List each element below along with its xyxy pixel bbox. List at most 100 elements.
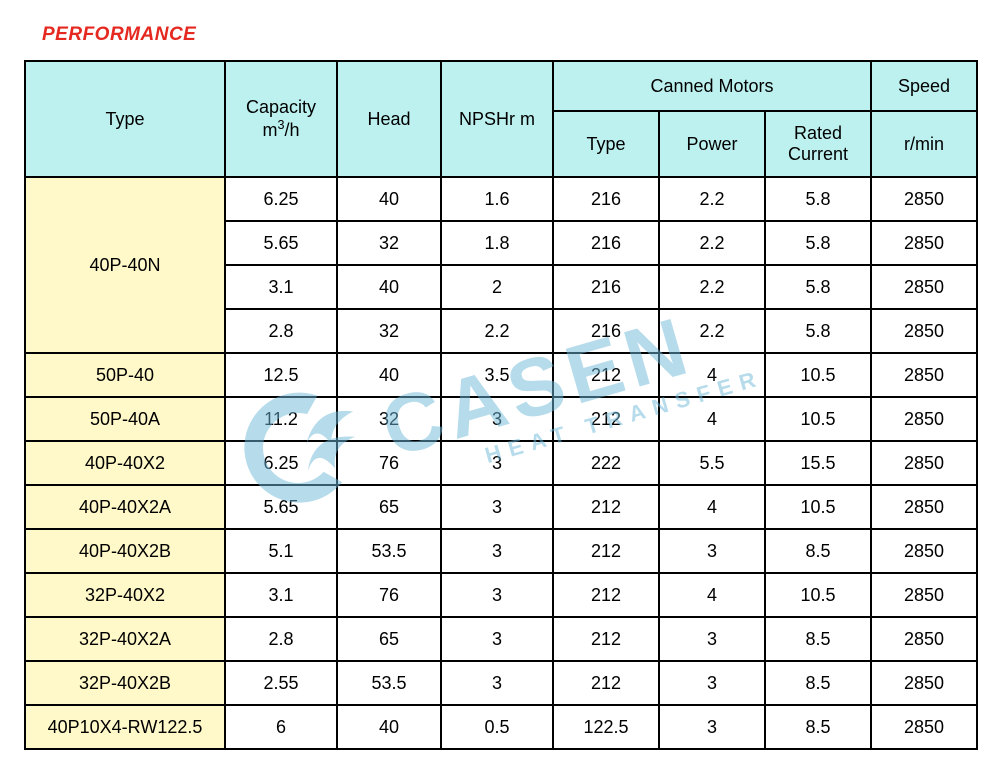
cell-npshr: 3: [441, 397, 553, 441]
cell-npshr: 3: [441, 573, 553, 617]
cell-cap: 2.8: [225, 617, 337, 661]
cell-npshr: 3: [441, 485, 553, 529]
table-row: 40P-40N6.25401.62162.25.82850: [25, 177, 977, 221]
cell-speed: 2850: [871, 441, 977, 485]
cell-power: 3: [659, 661, 765, 705]
cell-power: 5.5: [659, 441, 765, 485]
cell-head: 32: [337, 221, 441, 265]
cell-rated: 10.5: [765, 485, 871, 529]
cell-mtype: 216: [553, 309, 659, 353]
cell-rated: 8.5: [765, 661, 871, 705]
cell-type: 32P-40X2A: [25, 617, 225, 661]
cell-type: 50P-40A: [25, 397, 225, 441]
cell-mtype: 216: [553, 265, 659, 309]
cell-speed: 2850: [871, 705, 977, 749]
cell-rated: 10.5: [765, 353, 871, 397]
cell-power: 2.2: [659, 177, 765, 221]
cell-cap: 5.1: [225, 529, 337, 573]
header-capacity: Capacitym3/h: [225, 61, 337, 177]
cell-head: 76: [337, 441, 441, 485]
cell-type: 40P10X4-RW122.5: [25, 705, 225, 749]
cell-mtype: 216: [553, 221, 659, 265]
cell-cap: 2.55: [225, 661, 337, 705]
cell-type: 32P-40X2: [25, 573, 225, 617]
cell-cap: 11.2: [225, 397, 337, 441]
table-body: 40P-40N6.25401.62162.25.828505.65321.821…: [25, 177, 977, 749]
cell-cap: 5.65: [225, 221, 337, 265]
header-motor-power: Power: [659, 111, 765, 177]
cell-cap: 12.5: [225, 353, 337, 397]
cell-type: 32P-40X2B: [25, 661, 225, 705]
cell-head: 40: [337, 705, 441, 749]
cell-rated: 10.5: [765, 397, 871, 441]
cell-head: 40: [337, 353, 441, 397]
cell-head: 40: [337, 177, 441, 221]
cell-speed: 2850: [871, 177, 977, 221]
cell-speed: 2850: [871, 485, 977, 529]
cell-npshr: 3: [441, 441, 553, 485]
cell-type: 50P-40: [25, 353, 225, 397]
cell-head: 53.5: [337, 529, 441, 573]
cell-power: 3: [659, 529, 765, 573]
cell-head: 76: [337, 573, 441, 617]
header-canned-motors: Canned Motors: [553, 61, 871, 111]
cell-mtype: 212: [553, 573, 659, 617]
cell-type: 40P-40X2B: [25, 529, 225, 573]
cell-npshr: 3.5: [441, 353, 553, 397]
table-row: 32P-40X2A2.865321238.52850: [25, 617, 977, 661]
cell-power: 4: [659, 353, 765, 397]
cell-cap: 6.25: [225, 441, 337, 485]
cell-type: 40P-40N: [25, 177, 225, 353]
table-row: 40P-40X26.257632225.515.52850: [25, 441, 977, 485]
table-row: 50P-4012.5403.5212410.52850: [25, 353, 977, 397]
page-title: PERFORMANCE: [42, 24, 976, 46]
cell-speed: 2850: [871, 397, 977, 441]
cell-head: 40: [337, 265, 441, 309]
performance-table: Type Capacitym3/h Head NPSHr m Canned Mo…: [24, 60, 978, 750]
cell-mtype: 212: [553, 661, 659, 705]
cell-cap: 3.1: [225, 573, 337, 617]
cell-head: 32: [337, 397, 441, 441]
cell-type: 40P-40X2A: [25, 485, 225, 529]
cell-rated: 5.8: [765, 265, 871, 309]
cell-mtype: 122.5: [553, 705, 659, 749]
cell-type: 40P-40X2: [25, 441, 225, 485]
cell-npshr: 0.5: [441, 705, 553, 749]
cell-mtype: 222: [553, 441, 659, 485]
cell-mtype: 212: [553, 353, 659, 397]
cell-speed: 2850: [871, 309, 977, 353]
header-npshr: NPSHr m: [441, 61, 553, 177]
cell-npshr: 3: [441, 617, 553, 661]
cell-mtype: 212: [553, 397, 659, 441]
cell-rated: 5.8: [765, 177, 871, 221]
header-motor-rated: RatedCurrent: [765, 111, 871, 177]
header-type: Type: [25, 61, 225, 177]
cell-rated: 8.5: [765, 529, 871, 573]
cell-speed: 2850: [871, 661, 977, 705]
cell-head: 65: [337, 617, 441, 661]
cell-power: 4: [659, 573, 765, 617]
cell-power: 4: [659, 397, 765, 441]
cell-rated: 10.5: [765, 573, 871, 617]
cell-mtype: 212: [553, 617, 659, 661]
table-row: 40P-40X2B5.153.5321238.52850: [25, 529, 977, 573]
cell-speed: 2850: [871, 617, 977, 661]
cell-npshr: 3: [441, 529, 553, 573]
cell-cap: 6: [225, 705, 337, 749]
cell-speed: 2850: [871, 353, 977, 397]
cell-mtype: 212: [553, 529, 659, 573]
cell-npshr: 1.8: [441, 221, 553, 265]
cell-speed: 2850: [871, 265, 977, 309]
cell-cap: 3.1: [225, 265, 337, 309]
cell-head: 32: [337, 309, 441, 353]
cell-rated: 5.8: [765, 309, 871, 353]
header-head: Head: [337, 61, 441, 177]
cell-power: 2.2: [659, 265, 765, 309]
cell-rated: 15.5: [765, 441, 871, 485]
cell-speed: 2850: [871, 529, 977, 573]
cell-power: 4: [659, 485, 765, 529]
cell-npshr: 3: [441, 661, 553, 705]
header-speed: Speed: [871, 61, 977, 111]
cell-mtype: 216: [553, 177, 659, 221]
cell-npshr: 1.6: [441, 177, 553, 221]
